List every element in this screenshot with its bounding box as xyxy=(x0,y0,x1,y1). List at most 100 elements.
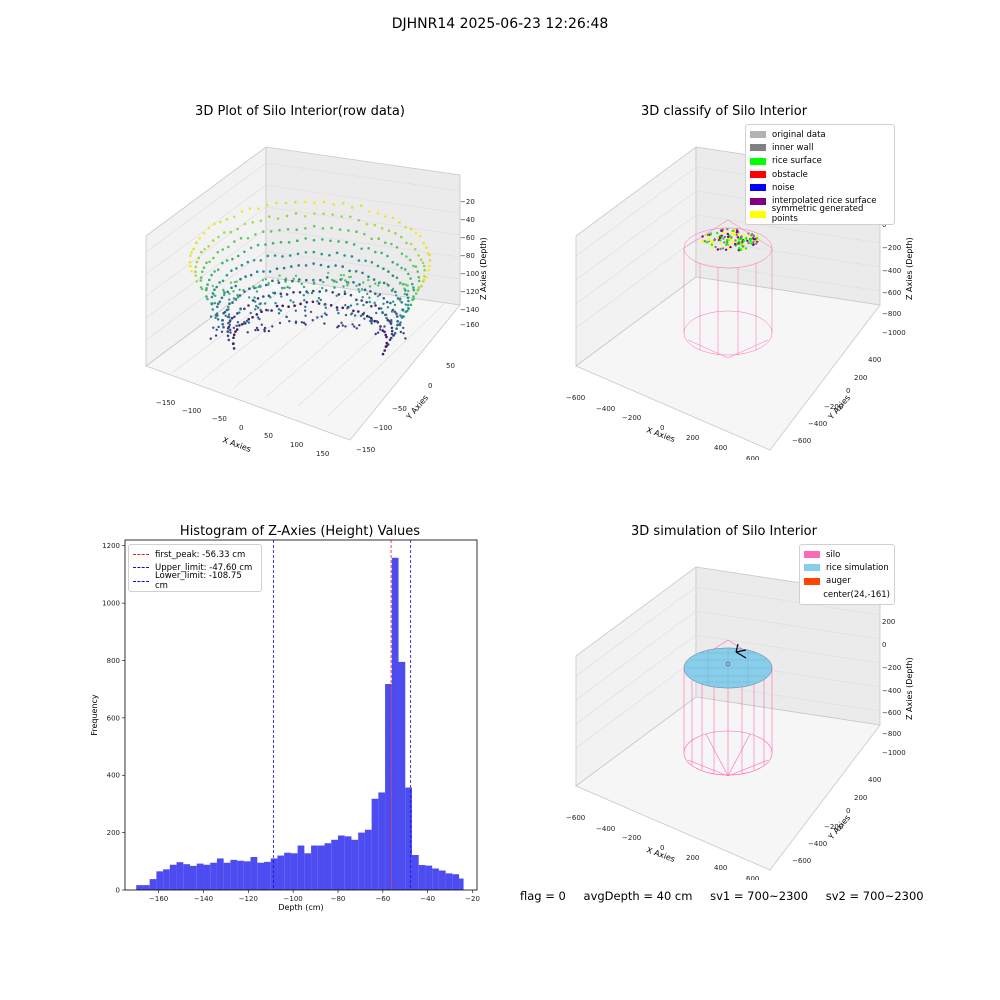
point xyxy=(409,303,413,307)
legend-line xyxy=(133,554,149,556)
point xyxy=(362,311,366,315)
x-tick: 0 xyxy=(660,424,664,432)
classified-point xyxy=(720,229,723,232)
point xyxy=(370,322,373,325)
x-tick: −600 xyxy=(566,394,585,402)
point xyxy=(365,222,369,226)
point xyxy=(304,314,307,317)
histogram-bar xyxy=(371,798,379,890)
point xyxy=(391,216,395,220)
panel3-histogram: −160 −140 −120 −100 −80 −60 −40 −20 0 200 400 600 8… xyxy=(90,539,480,912)
point xyxy=(425,275,429,279)
x-tick: 400 xyxy=(714,864,727,872)
point xyxy=(365,301,368,304)
point xyxy=(386,318,390,322)
point xyxy=(233,240,236,243)
point xyxy=(304,251,308,254)
histogram-bar xyxy=(136,885,143,890)
x-tick-label: −40 xyxy=(420,895,435,903)
point xyxy=(294,200,297,204)
point xyxy=(407,289,410,293)
point xyxy=(329,239,332,243)
point xyxy=(249,273,253,277)
point xyxy=(339,273,343,277)
point xyxy=(382,302,385,305)
z-tick: −1000 xyxy=(882,749,906,757)
point xyxy=(279,240,283,244)
point xyxy=(391,287,395,291)
point xyxy=(278,274,281,277)
classified-point xyxy=(742,243,745,246)
x-tick: 600 xyxy=(746,875,759,880)
point xyxy=(393,310,397,314)
point xyxy=(254,286,257,289)
histogram-bar xyxy=(344,836,352,890)
point xyxy=(405,293,409,296)
point xyxy=(404,303,407,306)
point xyxy=(412,297,416,300)
point xyxy=(354,270,358,273)
point xyxy=(337,293,341,296)
point xyxy=(370,305,373,308)
classified-point xyxy=(752,240,755,244)
point xyxy=(211,284,214,288)
point xyxy=(341,324,344,327)
point xyxy=(252,258,256,262)
point xyxy=(400,301,404,304)
point xyxy=(312,279,315,282)
point xyxy=(269,296,272,299)
point xyxy=(342,274,345,277)
point xyxy=(345,241,348,244)
point xyxy=(269,230,273,233)
point xyxy=(319,263,323,267)
point xyxy=(400,235,403,239)
point xyxy=(409,227,413,231)
point xyxy=(228,292,231,295)
y-tick: 0 xyxy=(846,807,850,815)
auger-icon xyxy=(735,643,747,659)
histogram-bar xyxy=(411,855,419,890)
point xyxy=(383,330,386,334)
point xyxy=(346,284,349,287)
point xyxy=(264,243,267,246)
point xyxy=(428,258,432,262)
point xyxy=(235,324,238,328)
point xyxy=(236,293,239,297)
histogram-bar xyxy=(364,829,372,890)
classified-point xyxy=(724,248,728,251)
point xyxy=(278,228,281,232)
classified-point xyxy=(706,233,709,237)
histogram-bar xyxy=(196,863,204,890)
point xyxy=(341,202,345,205)
point xyxy=(406,296,410,300)
point xyxy=(378,281,382,284)
point xyxy=(226,290,229,294)
point xyxy=(280,295,283,298)
histogram-vlines xyxy=(273,540,412,890)
legend-swatch xyxy=(804,591,817,598)
point xyxy=(355,230,358,233)
point xyxy=(272,291,275,294)
classified-point xyxy=(731,229,734,233)
legend-swatch xyxy=(750,144,766,152)
y-tick: −200 xyxy=(824,823,843,831)
point xyxy=(240,263,244,267)
point xyxy=(381,311,384,314)
classified-point xyxy=(723,231,726,235)
histogram-bars xyxy=(136,557,464,890)
point xyxy=(233,315,236,319)
point xyxy=(321,238,324,241)
point xyxy=(331,291,334,294)
point xyxy=(236,321,240,324)
point xyxy=(288,286,291,290)
z-tick: 200 xyxy=(882,618,895,626)
point xyxy=(340,277,343,281)
histogram-bar xyxy=(183,864,191,890)
point xyxy=(348,275,351,279)
histogram-bar xyxy=(324,843,332,890)
point xyxy=(349,304,353,307)
point xyxy=(332,203,335,206)
point xyxy=(287,241,291,244)
histogram-bar xyxy=(331,839,338,890)
point xyxy=(255,290,259,293)
